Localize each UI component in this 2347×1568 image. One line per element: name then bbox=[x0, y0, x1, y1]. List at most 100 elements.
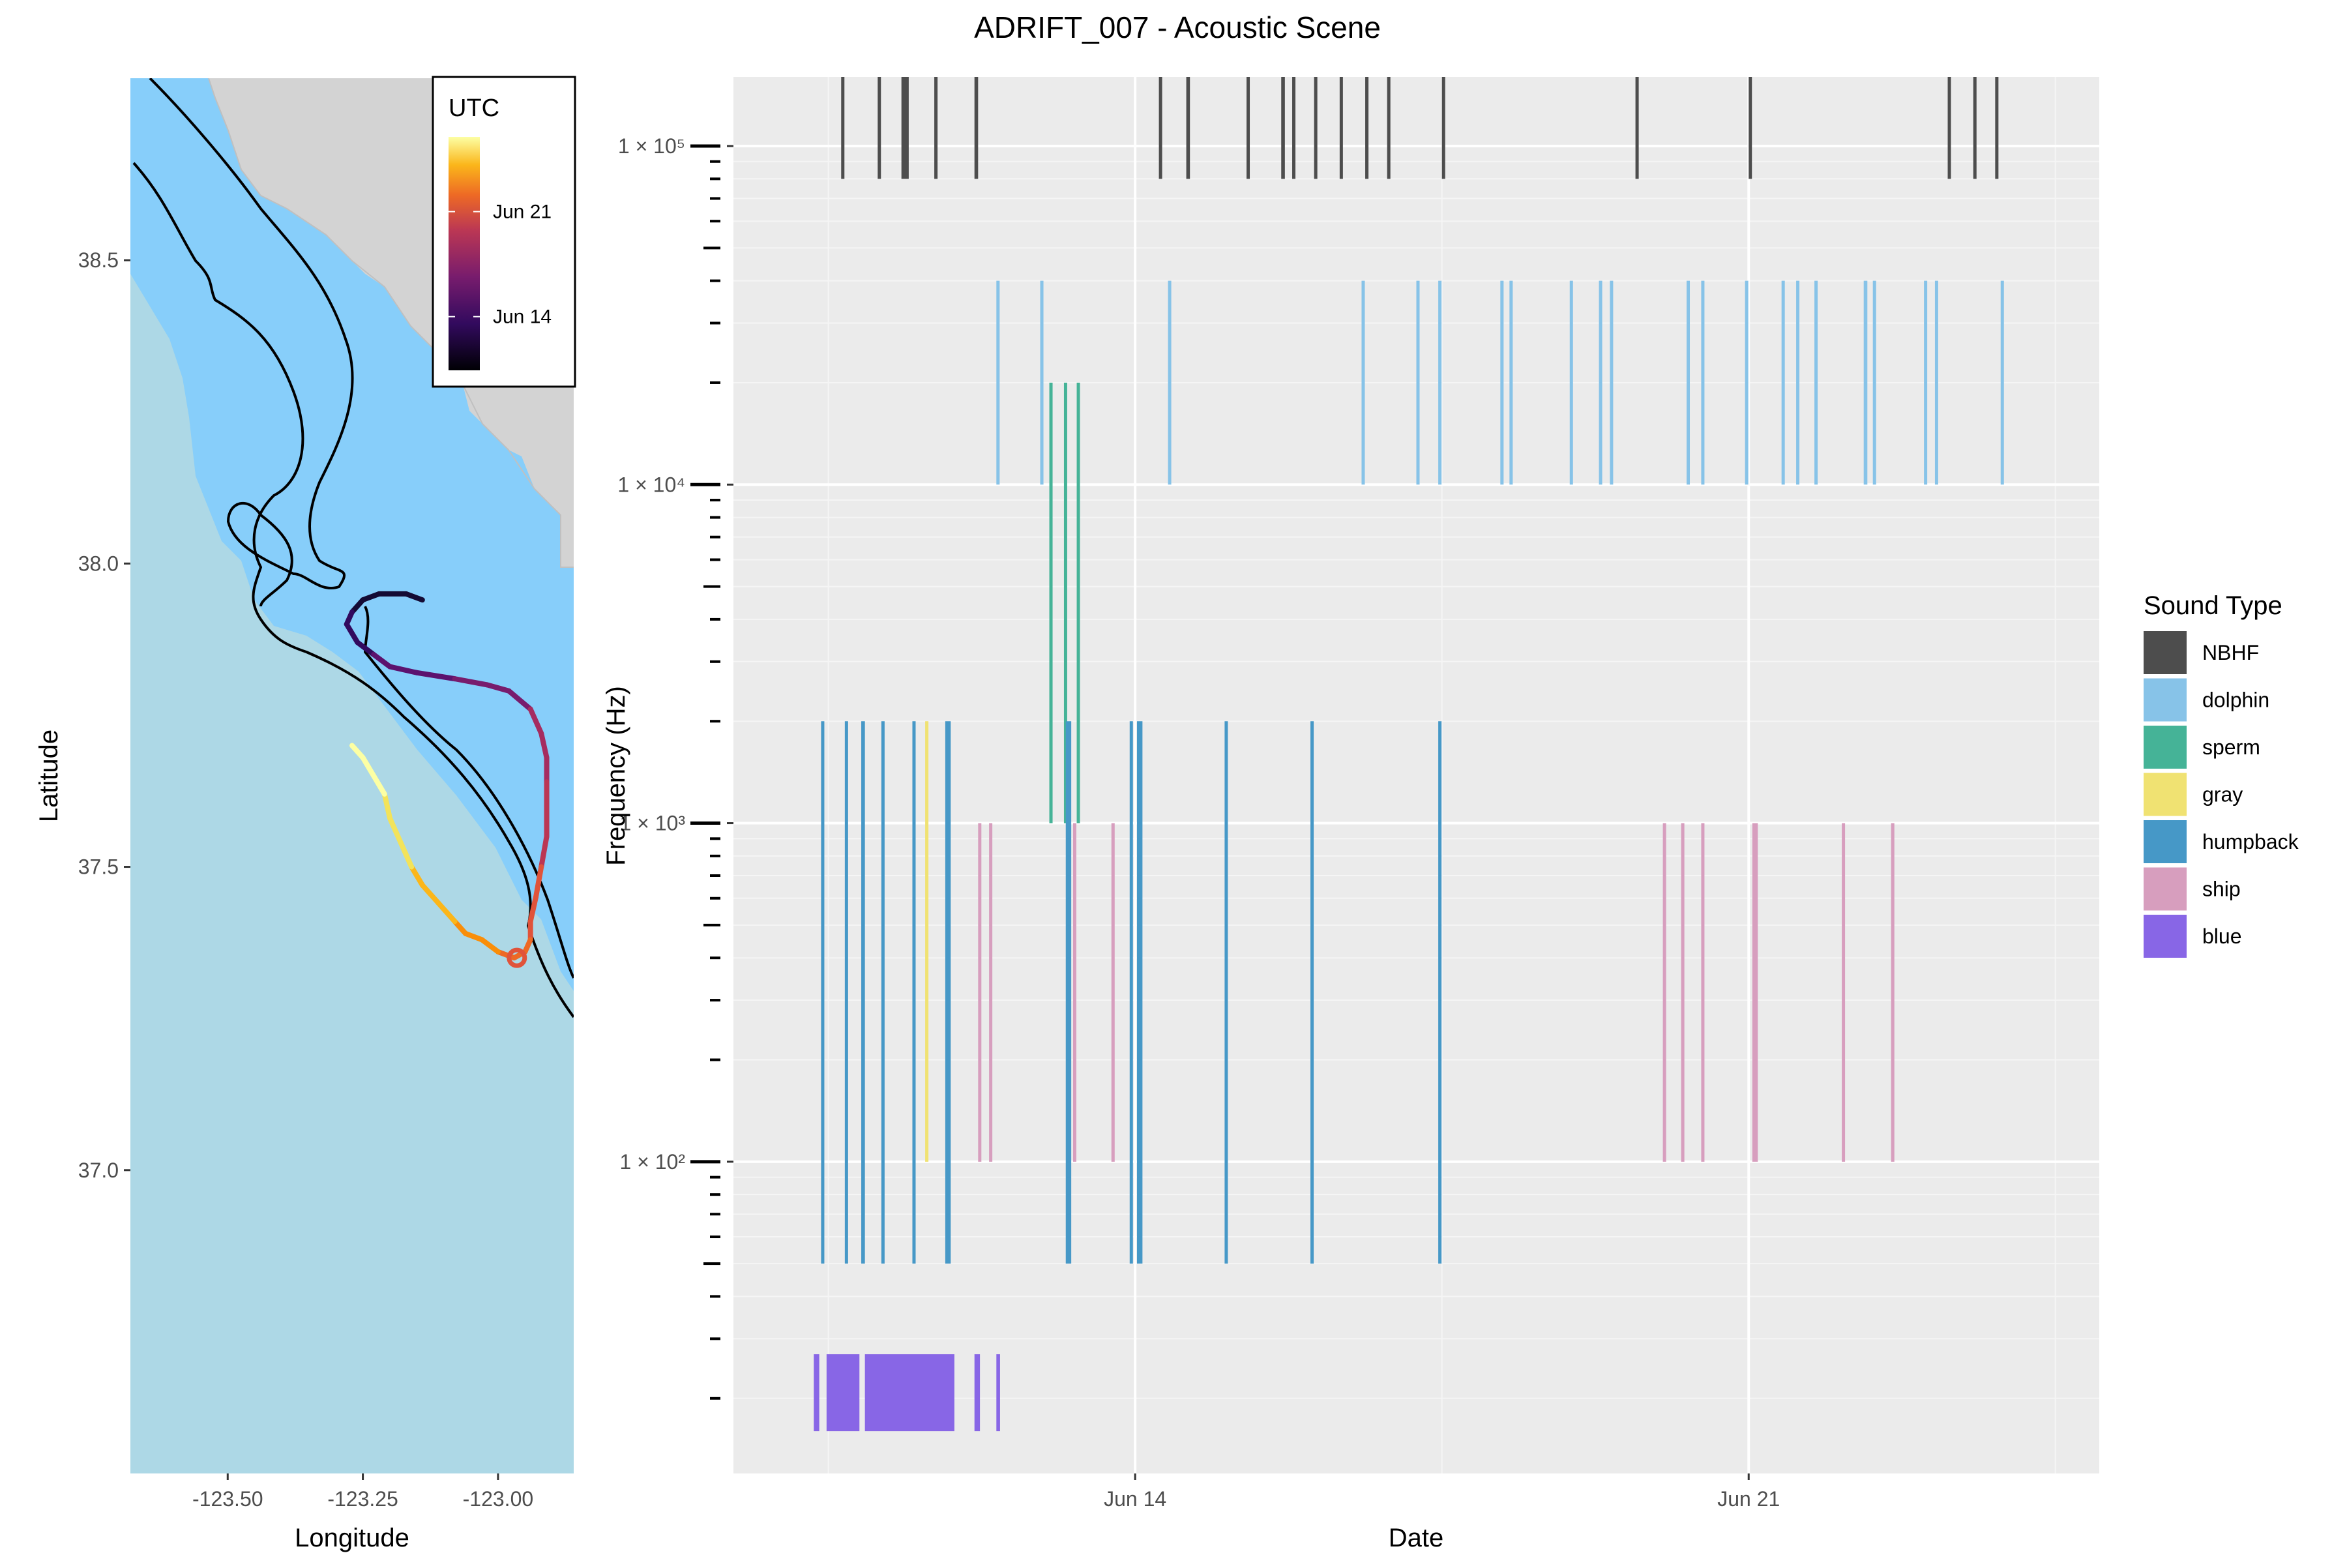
detection-bar-dolphin bbox=[1610, 280, 1614, 485]
track-segment bbox=[398, 840, 415, 870]
detection-bar-dolphin bbox=[1416, 280, 1420, 485]
track-segment bbox=[414, 670, 458, 682]
detection-bar-dolphin bbox=[1796, 280, 1800, 485]
x-tick-label: Jun 21 bbox=[1717, 1487, 1780, 1511]
track-segment bbox=[381, 791, 393, 821]
track-segment bbox=[452, 919, 469, 936]
detection-bar-dolphin bbox=[1500, 280, 1504, 485]
legend-key-dolphin bbox=[2144, 678, 2187, 722]
detection-bar-sperm bbox=[1063, 382, 1067, 823]
map-x-tick-label: -123.00 bbox=[463, 1487, 534, 1511]
y-tick-label: 1 × 10³ bbox=[619, 812, 685, 835]
colorbar-label: Jun 14 bbox=[493, 306, 552, 328]
detection-bar-sperm bbox=[1076, 382, 1080, 823]
detection-bar-dolphin bbox=[1509, 280, 1513, 485]
detection-bar-nbhf bbox=[841, 77, 845, 179]
legend-key-gray bbox=[2144, 773, 2187, 816]
detection-bar-nbhf bbox=[1749, 77, 1752, 179]
detection-bar-nbhf bbox=[974, 77, 979, 179]
detection-bar-dolphin bbox=[1745, 280, 1749, 485]
detection-bar-nbhf bbox=[1441, 77, 1445, 179]
legend-key-blue bbox=[2144, 915, 2187, 958]
detection-bar-ship bbox=[1111, 823, 1115, 1162]
track-segment bbox=[409, 864, 425, 888]
track-segment bbox=[355, 640, 377, 657]
track-segment bbox=[539, 730, 550, 761]
detection-bar-nbhf bbox=[1281, 77, 1285, 179]
detection-bar-nbhf bbox=[1247, 77, 1250, 179]
track-segment bbox=[484, 682, 512, 694]
detection-bar-blue bbox=[864, 1354, 954, 1432]
track-segment bbox=[527, 895, 539, 925]
detection-bar-nbhf bbox=[1995, 77, 1999, 179]
track-segment bbox=[463, 930, 485, 943]
detection-bar-dolphin bbox=[1872, 280, 1876, 485]
track-segment bbox=[387, 664, 420, 675]
sound-type-legend: Sound Type NBHF dolphin sperm gray humpback s… bbox=[2144, 591, 2299, 958]
y-tick-label: 1 × 10² bbox=[619, 1150, 685, 1174]
detection-bar-blue bbox=[974, 1354, 981, 1432]
depth-contour-outer bbox=[132, 162, 574, 1018]
track-segment bbox=[344, 621, 361, 645]
detection-bar-humpback bbox=[1065, 721, 1072, 1264]
detection-bar-dolphin bbox=[1863, 280, 1868, 485]
detection-bar-blue bbox=[814, 1354, 819, 1432]
detection-bar-humpback bbox=[1129, 721, 1133, 1264]
detection-bar-gray bbox=[925, 721, 929, 1162]
detection-bar-blue bbox=[996, 1354, 1000, 1432]
map-y-tick-label: 38.5 bbox=[78, 248, 119, 272]
detection-bar-sperm bbox=[1049, 382, 1053, 823]
colorbar-legend: UTC Jun 21 Jun 14 bbox=[432, 76, 576, 388]
detection-bar-humpback bbox=[844, 721, 848, 1264]
detection-bar-ship bbox=[989, 823, 993, 1162]
detection-bar-humpback bbox=[1224, 721, 1228, 1264]
map-y-axis-title: Latitude bbox=[35, 730, 63, 822]
detection-bar-humpback bbox=[861, 721, 865, 1264]
detection-bar-ship bbox=[1072, 823, 1076, 1162]
track-segment bbox=[419, 882, 441, 906]
track-segment bbox=[533, 864, 544, 900]
detection-bar-humpback bbox=[945, 721, 951, 1264]
track-segment bbox=[539, 834, 550, 870]
detection-bar-dolphin bbox=[1934, 280, 1938, 485]
detection-bar-ship bbox=[1842, 823, 1846, 1162]
detection-bar-dolphin bbox=[1687, 280, 1690, 485]
detection-bar-dolphin bbox=[1924, 280, 1928, 485]
detection-bar-nbhf bbox=[878, 77, 881, 179]
detection-bar-dolphin bbox=[1599, 280, 1602, 485]
gridlines bbox=[733, 77, 2099, 1473]
legend-label: sperm bbox=[2202, 735, 2260, 759]
colorbar-gradient bbox=[449, 137, 480, 370]
detection-bar-dolphin bbox=[1781, 280, 1785, 485]
track-segment bbox=[452, 676, 490, 688]
legend-items: NBHF dolphin sperm gray humpback ship blue bbox=[2144, 631, 2299, 958]
drift-track bbox=[344, 591, 550, 968]
track-segment bbox=[349, 597, 366, 615]
legend-label: blue bbox=[2202, 925, 2242, 948]
detection-bar-dolphin bbox=[1569, 280, 1573, 485]
track-loop bbox=[507, 947, 527, 968]
track-segment bbox=[360, 755, 377, 778]
track-segment bbox=[349, 743, 366, 761]
legend-label: ship bbox=[2202, 878, 2241, 901]
colorbar-labels: Jun 21 Jun 14 bbox=[449, 201, 552, 328]
map-x-tick-label: -123.50 bbox=[192, 1487, 263, 1511]
detection-bar-nbhf bbox=[901, 77, 909, 179]
map-x-tick-label: -123.25 bbox=[327, 1487, 398, 1511]
detection-bar-dolphin bbox=[1168, 280, 1172, 485]
detection-bar-dolphin bbox=[1701, 280, 1705, 485]
detection-bar-dolphin bbox=[2000, 280, 2004, 485]
detection-bar-nbhf bbox=[1186, 77, 1190, 179]
y-tick-label: 1 × 10⁴ bbox=[617, 473, 685, 496]
detection-bar-ship bbox=[978, 823, 982, 1162]
detection-bar-blue bbox=[826, 1354, 860, 1432]
map-y-tick-label: 37.0 bbox=[78, 1159, 119, 1182]
track-segment bbox=[387, 816, 404, 846]
detection-bar-humpback bbox=[1136, 721, 1143, 1264]
detection-bar-humpback bbox=[821, 721, 825, 1264]
detection-bar-humpback bbox=[912, 721, 916, 1264]
detection-bar-humpback bbox=[1310, 721, 1314, 1264]
detection-bar-nbhf bbox=[1365, 77, 1369, 179]
detection-bar-humpback bbox=[1438, 721, 1442, 1264]
